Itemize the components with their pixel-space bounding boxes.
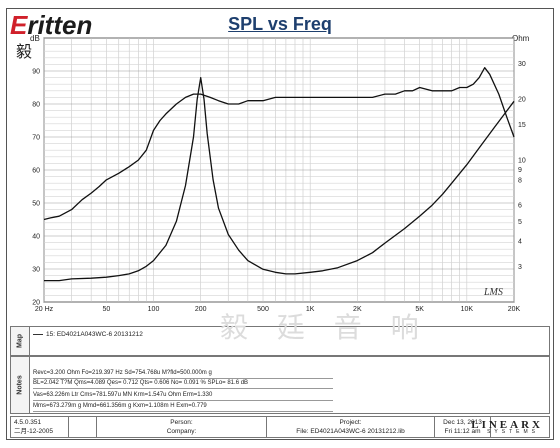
y-left-tick-label: 80 [32,102,40,109]
map-panel: Map 15: ED4021A043WC-6 20131212 [10,326,550,356]
x-tick-label: 100 [148,306,160,313]
right-axis-unit: Ohm [512,34,530,43]
footer-lms-cell [69,417,97,437]
x-tick-label: 50 [102,306,110,313]
y-right-tick-label: 5 [518,219,522,226]
lms-mark: LMS [484,287,503,298]
note-line: Vas=63.226m Ltr Cms=781.597u MN Krm=1.54… [33,391,333,401]
impedance-curve [44,77,515,282]
y-right-tick-label: 9 [518,167,522,174]
legend-swatch [33,333,43,335]
note-line: Revc=3.200 Ohm Fo=219.397 Hz Sd=754.768u… [33,369,333,379]
notes-panel: Notes Revc=3.200 Ohm Fo=219.397 Hz Sd=75… [10,356,550,414]
watermark: 毅 廷 音 响 [220,311,429,344]
spl-curve [43,67,515,221]
software-version: 4.5.0.351 [14,419,42,426]
y-left-tick-label: 50 [32,201,40,208]
company-label: Company: [166,428,197,435]
x-tick-label: 20 Hz [35,306,54,313]
footer-person-cell: Person: Company: [97,417,267,437]
note-line: BL=2.042 T?M Qms=4.089 Qes= 0.712 Qts= 0… [33,379,333,389]
chart-title: SPL vs Freq [228,14,332,34]
left-axis-unit: dB [30,34,40,43]
y-right-tick-label: 3 [518,264,522,271]
note-line: Mms=673.279m g Mmd=661.356m g Kxm=1.108m… [33,402,333,412]
x-tick-label: 20K [508,306,521,313]
linearx-logo-subtitle: SYSTEMS [487,429,539,435]
x-tick-label: 5K [415,306,424,313]
y-right-tick-label: 8 [518,177,522,184]
y-left-tick-label: 40 [32,234,40,241]
y-left-tick-label: 30 [32,267,40,274]
x-tick-label: 2K [353,306,362,313]
report-time: Fri 11:12 am [444,428,481,435]
footer-date-cell: Dec 13, 2013 Fri 11:12 am [435,417,491,437]
y-right-tick-label: 15 [518,122,526,129]
footer-project-cell: Project: File: ED4021A043WC-6 20131212.l… [267,417,435,437]
y-left-tick-label: 90 [32,69,40,76]
y-left-tick-label: 70 [32,135,40,142]
y-right-tick-label: 30 [518,61,526,68]
x-tick-label: 10K [461,306,474,313]
project-label: Project: [339,419,362,426]
notes-side-label: Notes [11,357,30,413]
linearx-logo: LINEARX [471,419,543,431]
x-tick-label: 1K [306,306,315,313]
brand-name: Eritten [10,10,93,40]
x-tick-label: 200 [195,306,207,313]
map-side-label: Map [11,327,30,355]
x-tick-label: 500 [257,306,269,313]
y-right-tick-label: 20 [518,97,526,104]
y-right-tick-label: 6 [518,203,522,210]
map-entry: 15: ED4021A043WC-6 20131212 [33,331,143,338]
footer-bar: 4.5.0.351 二月-12-2005 Person: Company: Pr… [10,416,550,438]
y-left-tick-label: 60 [32,168,40,175]
footer-version-cell: 4.5.0.351 二月-12-2005 [11,417,69,437]
y-right-tick-label: 4 [518,238,522,245]
y-right-tick-label: 10 [518,158,526,165]
software-date: 二月-12-2005 [14,428,54,435]
report-date: Dec 13, 2013 [443,419,482,426]
file-label: File: ED4021A043WC-6 20131212.lib [296,428,405,435]
y-left-tick-label: 20 [32,300,40,307]
person-label: Person: [170,419,193,426]
